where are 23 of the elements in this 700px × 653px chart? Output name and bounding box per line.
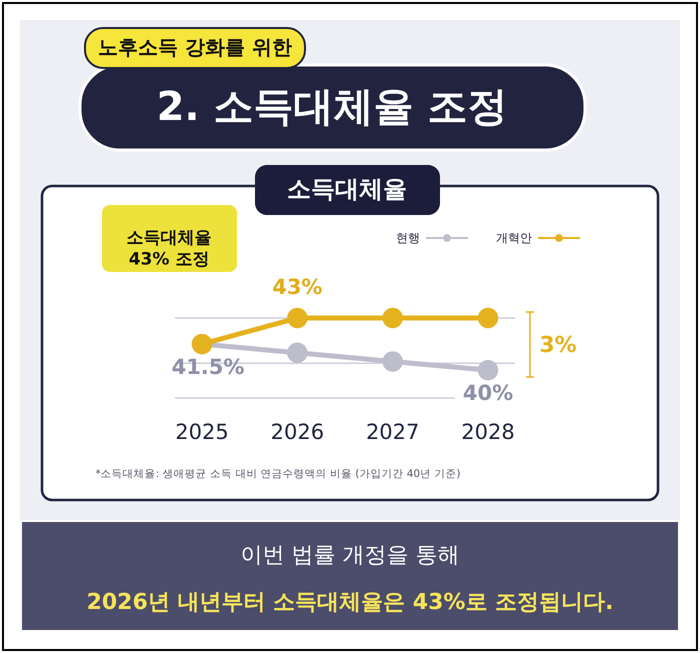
text: 소득대체율 43% 조정 — [126, 228, 212, 270]
text: *소득대체율: 생애평균 소득 대비 연금수령액의 비율 (가입기간 40년 기준) — [95, 468, 461, 480]
legend-label: 개혁안 — [496, 231, 532, 245]
text: 2026년 내년부터 소득대체율은 43%로 조정됩니다. — [86, 590, 614, 615]
point — [478, 360, 498, 380]
data-label: 43% — [272, 275, 322, 299]
x-tick-label: 2025 — [175, 420, 229, 444]
point — [382, 351, 403, 372]
point — [287, 342, 308, 364]
text: 이번 법률 개정을 통해 — [240, 543, 460, 568]
point — [382, 308, 403, 328]
x-tick-label: 2027 — [366, 420, 420, 444]
text: 소득대체율 — [287, 175, 407, 203]
chart-title: 2. 소득대체율 조정 — [156, 84, 508, 130]
legend-label: 현행 — [396, 231, 420, 245]
point — [478, 308, 498, 328]
text: 3% — [539, 333, 577, 358]
data-label: 40% — [462, 381, 514, 406]
chart-subtitle: 노후소득 강화를 위한 — [98, 35, 292, 59]
x-tick-label: 2026 — [270, 420, 324, 444]
point — [287, 308, 308, 328]
x-tick-label: 2028 — [461, 420, 515, 444]
data-label: 41.5% — [172, 355, 244, 380]
